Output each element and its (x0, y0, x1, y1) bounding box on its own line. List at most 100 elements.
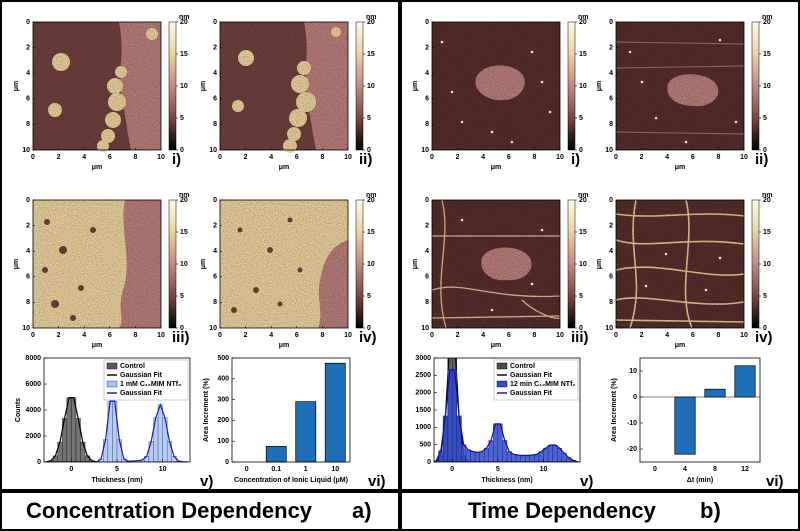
afm-border (615, 199, 745, 329)
x-axis-label: μm (92, 164, 103, 171)
afm-texture (33, 200, 161, 328)
legend-label: Control (510, 363, 535, 370)
histogram-bar (543, 447, 549, 462)
x-tick-label: 5 (115, 466, 119, 473)
colorbar (751, 21, 760, 151)
y-tick-label: 200 (217, 417, 229, 424)
histogram-bar (515, 454, 521, 462)
x-tick-label: 6 (295, 154, 299, 161)
x-axis-label: μm (675, 342, 686, 349)
x-tick-label: 10 (540, 466, 548, 473)
colorbar (168, 199, 177, 329)
y-tick-label: 3000 (415, 355, 431, 362)
histogram-bar (479, 451, 485, 462)
afm-texture (432, 22, 560, 150)
y-tick-label: 0 (213, 197, 217, 204)
x-tick-label: 10 (344, 154, 352, 161)
y-tick-label: 0 (225, 459, 229, 466)
colorbar-tick-label: 10 (367, 83, 375, 90)
afm-border (615, 21, 745, 151)
y-tick-label: 8 (213, 299, 217, 306)
y-tick-label: 0 (609, 197, 613, 204)
colorbar-tick-label: 5 (367, 115, 371, 122)
caption-box (0, 491, 400, 531)
afm-image (431, 199, 561, 329)
colorbar-tick-label: 10 (763, 83, 771, 90)
colorbar (355, 21, 364, 151)
x-tick-label: 8 (133, 332, 137, 339)
y-tick-label: 10 (629, 368, 637, 375)
y-tick-label: 500 (217, 355, 229, 362)
y-tick-label: 2 (425, 44, 429, 51)
y-tick-label: 2000 (415, 390, 431, 397)
histogram-bar (465, 449, 471, 462)
histogram-bar (148, 441, 154, 462)
y-tick-label: 6000 (25, 381, 41, 388)
colorbar-tick-label: 20 (579, 197, 587, 204)
y-tick-label: 8 (425, 121, 429, 128)
bar (295, 401, 317, 463)
histogram-bar (442, 415, 448, 462)
bar (265, 446, 287, 463)
x-axis-label: Δt (min) (687, 477, 713, 484)
y-axis-label: μm (596, 81, 603, 92)
colorbar-tick-label: 5 (763, 293, 767, 300)
legend-label: 1 mM C₁₂MIM NTf₂ (120, 381, 181, 388)
histogram-bar (483, 447, 489, 462)
histogram-bar (534, 454, 540, 462)
panel-label: v) (200, 473, 213, 490)
x-axis-label: μm (675, 164, 686, 171)
x-tick-label: 0 (245, 466, 249, 473)
x-tick-label: 10 (740, 154, 748, 161)
afm-border (431, 21, 561, 151)
colorbar-tick-label: 0 (763, 147, 767, 154)
y-tick-label: 2 (609, 44, 613, 51)
x-tick-label: 4 (665, 332, 669, 339)
plot-frame (231, 357, 351, 463)
x-tick-label: 0 (218, 154, 222, 161)
histogram-bar (525, 455, 531, 462)
right-frame (400, 0, 800, 491)
y-tick-label: 2 (213, 222, 217, 229)
x-tick-label: 0 (450, 466, 454, 473)
y-tick-label: 6 (26, 96, 30, 103)
y-axis-label: Area Increment (%) (203, 378, 210, 442)
histogram-bar (470, 451, 476, 462)
legend-swatch (496, 362, 508, 370)
x-axis-label: Thickness (nm) (91, 477, 142, 484)
colorbar-unit: nm (578, 14, 589, 21)
colorbar (567, 199, 576, 329)
x-tick-label: 8 (716, 154, 720, 161)
y-tick-label: 8 (609, 299, 613, 306)
y-tick-label: 4 (609, 70, 613, 77)
x-tick-label: 0.1 (271, 466, 281, 473)
x-tick-label: 8 (133, 154, 137, 161)
y-tick-label: 0 (26, 197, 30, 204)
y-tick-label: 10 (421, 325, 429, 332)
colorbar-tick-label: 0 (579, 147, 583, 154)
x-tick-label: 6 (691, 154, 695, 161)
colorbar-tick-label: 5 (763, 115, 767, 122)
y-tick-label: 2 (609, 222, 613, 229)
afm-texture (616, 200, 744, 328)
x-tick-label: 0 (653, 466, 657, 473)
legend-swatch (106, 380, 118, 388)
x-tick-label: 10 (740, 332, 748, 339)
x-tick-label: 6 (691, 332, 695, 339)
afm-image (432, 22, 560, 150)
colorbar-tick-label: 15 (763, 229, 771, 236)
y-tick-label: 10 (22, 147, 30, 154)
y-tick-label: 2000 (25, 433, 41, 440)
colorbar-unit: nm (179, 14, 190, 21)
bar (324, 362, 346, 463)
y-tick-label: 0 (213, 19, 217, 26)
y-tick-label: 0 (26, 19, 30, 26)
x-tick-label: 4 (665, 154, 669, 161)
y-tick-label: 6 (425, 96, 429, 103)
x-tick-label: 8 (320, 154, 324, 161)
panel-label: v) (580, 473, 593, 490)
x-tick-label: 8 (532, 332, 536, 339)
colorbar-tick-label: 20 (180, 197, 188, 204)
